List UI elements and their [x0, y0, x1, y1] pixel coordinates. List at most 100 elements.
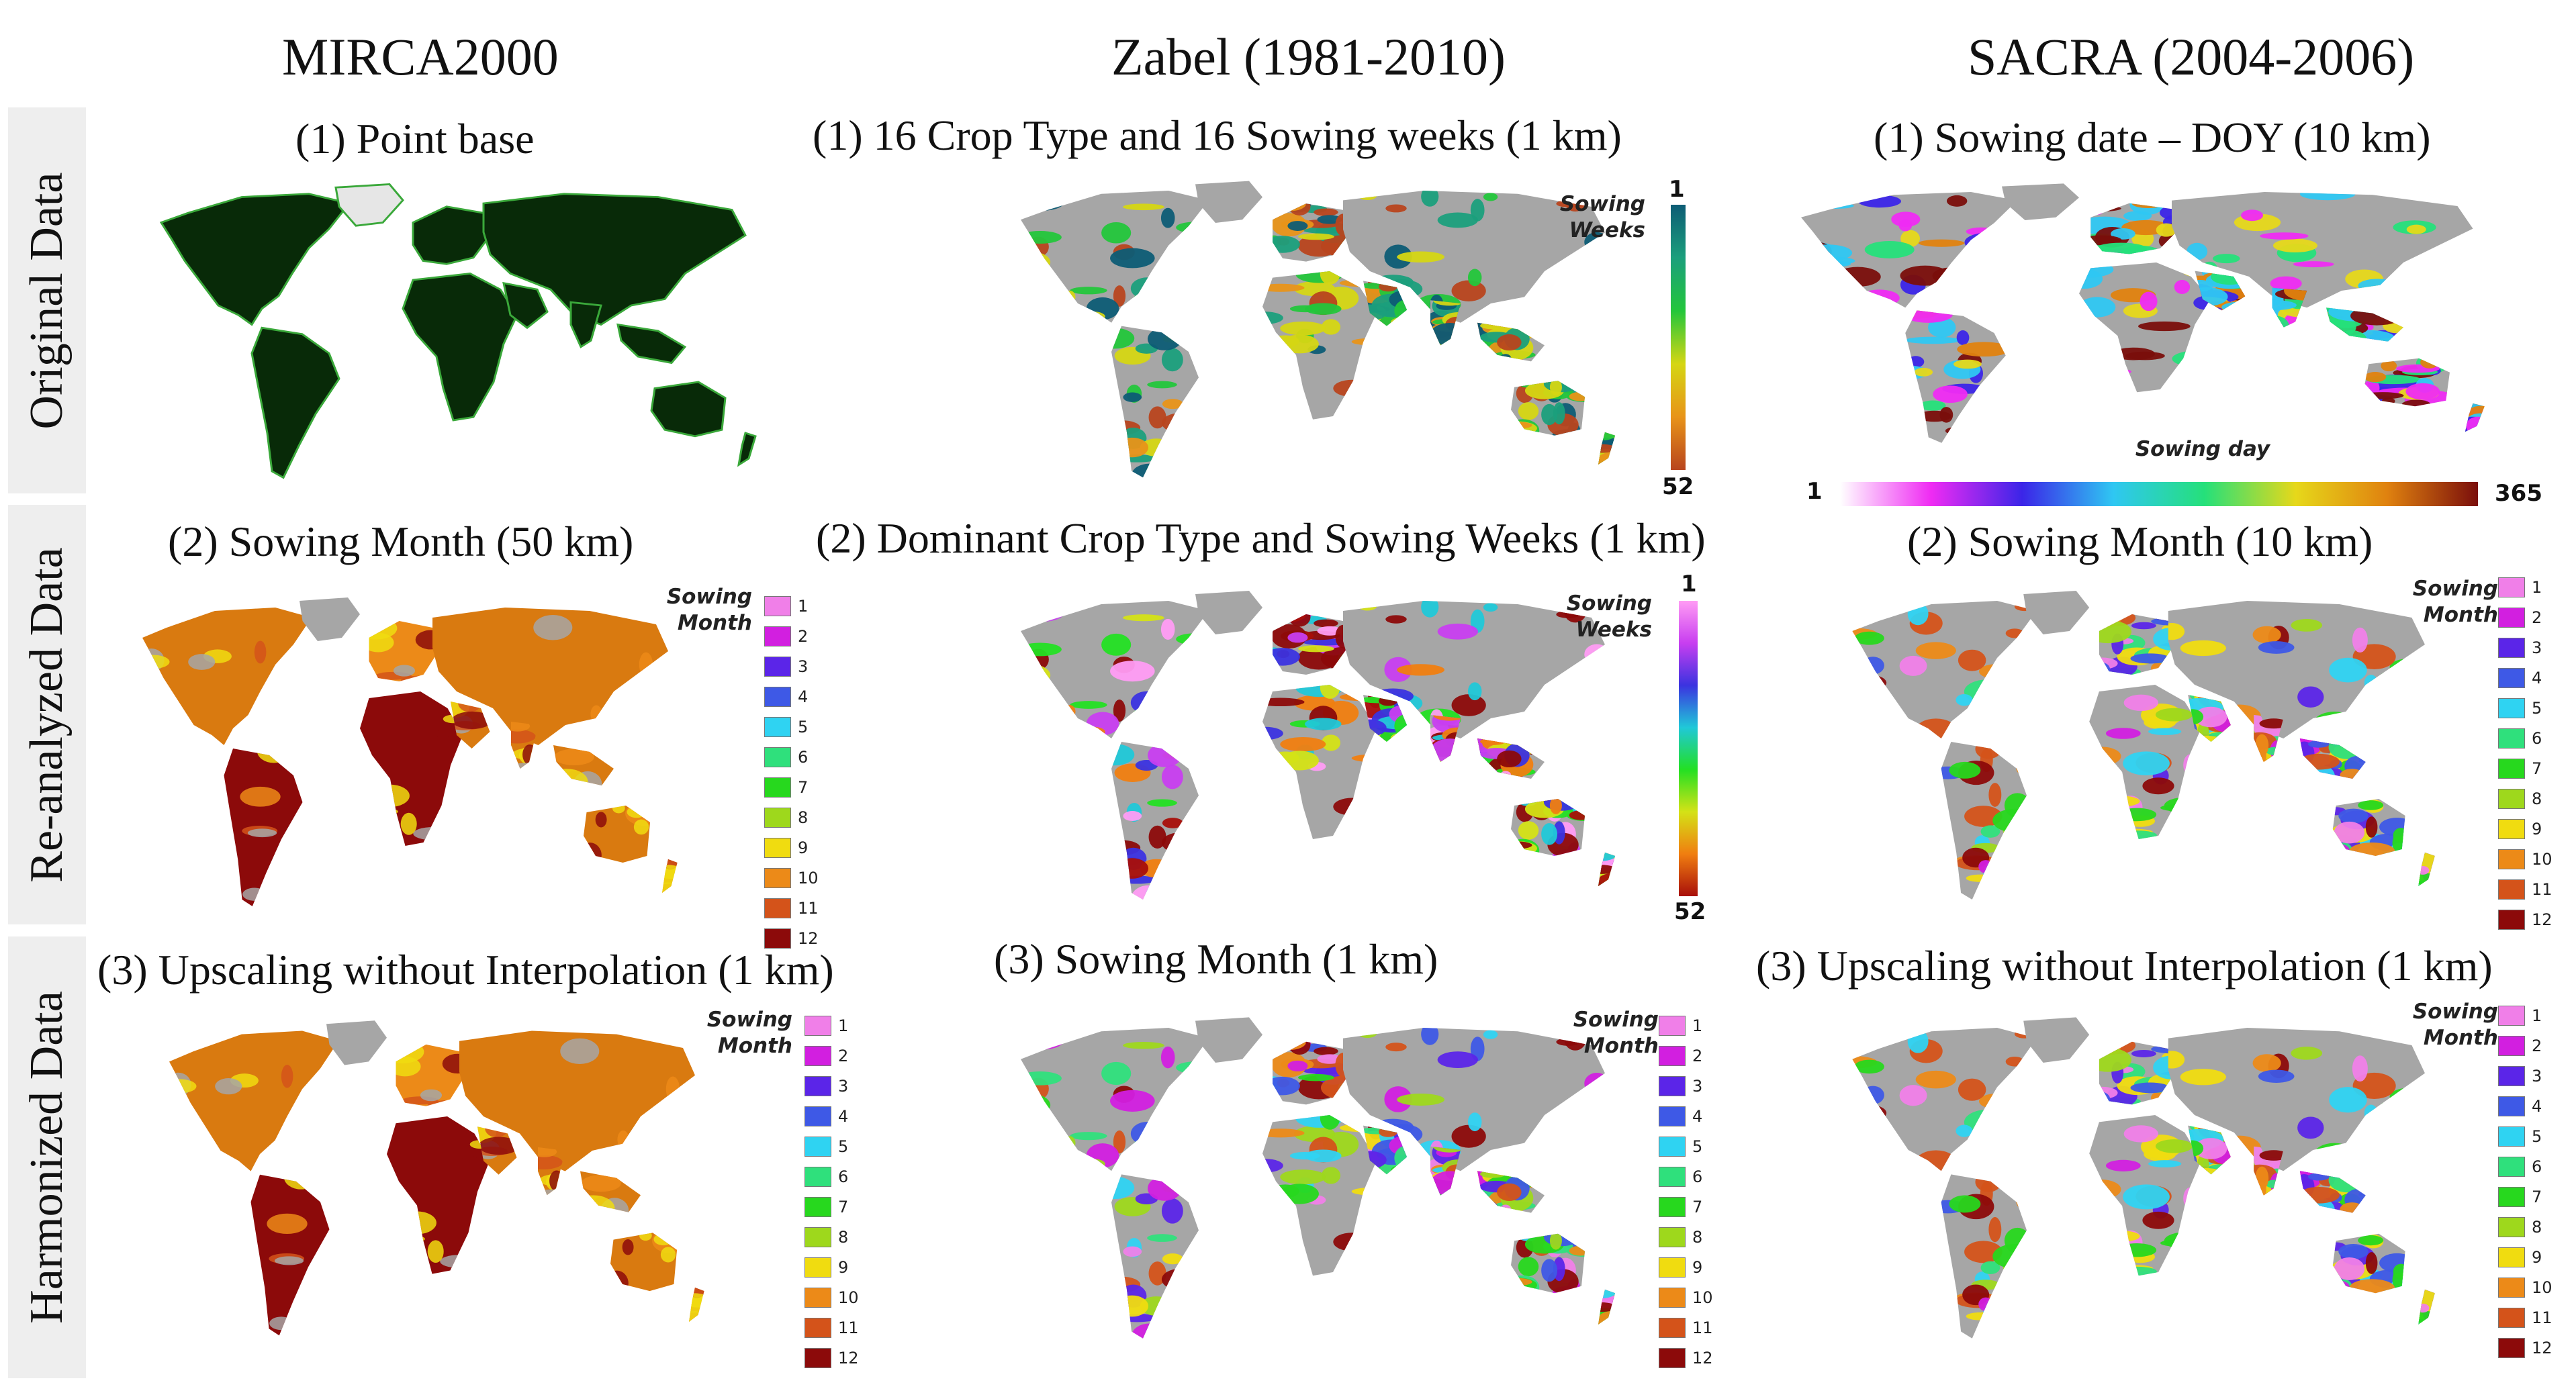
- crop-region-new-zealand: [1598, 853, 1615, 886]
- legend-label: 2: [1692, 1046, 1703, 1065]
- legend-month-item: 9: [764, 832, 819, 863]
- legend-swatch: [2498, 1126, 2525, 1147]
- legend-month-item: 8: [2498, 783, 2552, 814]
- world-map: [1801, 183, 2485, 443]
- legend-swatch: [2498, 1277, 2525, 1298]
- crop-region-india: [538, 1147, 565, 1196]
- legend-month-item: 12: [764, 923, 819, 953]
- landmass-africa: [387, 1116, 490, 1274]
- world-map: [1021, 591, 1615, 900]
- legend-month-item: 5: [2498, 1121, 2552, 1151]
- legend-swatch: [1659, 1015, 1686, 1036]
- legend-month-item: 6: [2498, 1151, 2552, 1182]
- legend-label: 8: [838, 1227, 849, 1247]
- legend-month-item: 3: [764, 651, 819, 681]
- legend-month-item: 3: [2498, 1061, 2552, 1091]
- legend-min-zabel-1: 1: [1669, 176, 1685, 203]
- legend-label: 7: [838, 1197, 849, 1216]
- legend-month-item: 10: [2498, 1272, 2552, 1302]
- legend-month-item: 7: [764, 772, 819, 802]
- legend-label: 10: [798, 868, 819, 887]
- legend-swatch: [2498, 1247, 2525, 1267]
- map-mirca-harmonized: [121, 1014, 725, 1356]
- legend-label: 4: [798, 687, 809, 706]
- legend-swatch: [2498, 607, 2525, 628]
- legend-swatch: [804, 1075, 831, 1096]
- legend-swatch: [764, 595, 791, 616]
- legend-month-item: 2: [1659, 1041, 1713, 1071]
- crop-region-new-zealand: [1598, 1290, 1615, 1325]
- legend-title-mirca-3: Sowing Month: [706, 1008, 792, 1058]
- landmass-asia: [1343, 601, 1605, 738]
- legend-label: 3: [1692, 1076, 1703, 1096]
- legend-title-sacra-1: Sowing day: [2135, 437, 2270, 461]
- legend-month-item: 9: [2498, 814, 2552, 844]
- legend-label: 1: [798, 596, 809, 616]
- landmass-australia: [650, 381, 727, 438]
- map-sacra-reanalyzed: [1800, 584, 2458, 920]
- subtitle-zabel-2: (2) Dominant Crop Type and Sowing Weeks …: [816, 514, 1706, 562]
- legend-month-item: 2: [2498, 602, 2552, 632]
- legend-swatch: [804, 1257, 831, 1278]
- legend-label: 6: [1692, 1167, 1703, 1186]
- legend-label: 11: [838, 1318, 859, 1337]
- map-sacra-original: [1739, 178, 2512, 460]
- legend-label: 2: [2532, 1036, 2542, 1055]
- legend-month-item: 10: [804, 1282, 859, 1312]
- landmass-greenland: [2002, 183, 2079, 220]
- legend-swatch: [2498, 1216, 2525, 1237]
- legend-swatch: [804, 1317, 831, 1338]
- legend-label: 1: [838, 1016, 849, 1035]
- legend-swatch: [1659, 1075, 1686, 1096]
- landmass-arabia: [502, 281, 549, 330]
- crop-region-new-zealand: [2418, 853, 2435, 886]
- landmass-europe: [412, 205, 492, 265]
- legend-label: 5: [1692, 1137, 1703, 1156]
- legend-month-item: 8: [2498, 1212, 2552, 1242]
- legend-label: 7: [2532, 1187, 2542, 1206]
- legend-label: 5: [2532, 1126, 2542, 1146]
- legend-month-item: 3: [804, 1071, 859, 1101]
- legend-label: 2: [838, 1046, 849, 1065]
- legend-month-item: 11: [804, 1312, 859, 1343]
- crop-region-new-zealand: [2418, 1290, 2435, 1325]
- legend-swatch: [1659, 1317, 1686, 1338]
- legend-swatch: [2498, 1065, 2525, 1086]
- legend-title-zabel-3: Sowing Month: [1573, 1008, 1659, 1058]
- landmass-north-america: [142, 608, 312, 745]
- legend-swatch: [764, 686, 791, 707]
- legend-month-item: 5: [2498, 693, 2552, 723]
- legend-month-item: 4: [804, 1101, 859, 1131]
- subtitle-zabel-1: (1) 16 Crop Type and 16 Sowing weeks (1 …: [813, 111, 1622, 159]
- legend-month-item: 12: [2498, 904, 2552, 934]
- landmass-greenland: [2023, 1017, 2090, 1063]
- legend-month-item: 11: [764, 893, 819, 923]
- landmass-greenland: [326, 1020, 387, 1065]
- legend-swatch: [764, 747, 791, 767]
- legend-label: 5: [798, 717, 809, 736]
- map-zabel-harmonized: [967, 1010, 1639, 1359]
- legend-swatch: [2498, 1096, 2525, 1116]
- legend-swatch: [2498, 788, 2525, 809]
- landmass-new-zealand: [737, 432, 757, 467]
- landmass-africa: [360, 691, 463, 846]
- legend-min-zabel-2: 1: [1681, 571, 1697, 597]
- crop-region-new-zealand: [1598, 432, 1615, 465]
- legend-label: 3: [838, 1076, 849, 1096]
- legend-swatch: [1659, 1257, 1686, 1278]
- legend-swatch: [1659, 1196, 1686, 1217]
- legend-label: 8: [798, 808, 809, 827]
- legend-month-item: 8: [804, 1222, 859, 1252]
- crop-region-india: [511, 722, 539, 769]
- world-map: [1021, 181, 1615, 478]
- legend-month-item: 12: [1659, 1343, 1713, 1373]
- legend-label: 3: [2532, 638, 2542, 657]
- legend-swatch: [2498, 637, 2525, 658]
- legend-swatch: [764, 867, 791, 888]
- legend-label: 10: [838, 1288, 859, 1307]
- legend-month-item: 12: [2498, 1333, 2552, 1363]
- legend-swatch: [804, 1226, 831, 1247]
- legend-swatch: [2498, 577, 2525, 597]
- legend-label: 1: [2532, 577, 2542, 597]
- subtitle-sacra-1: (1) Sowing date – DOY (10 km): [1874, 113, 2431, 161]
